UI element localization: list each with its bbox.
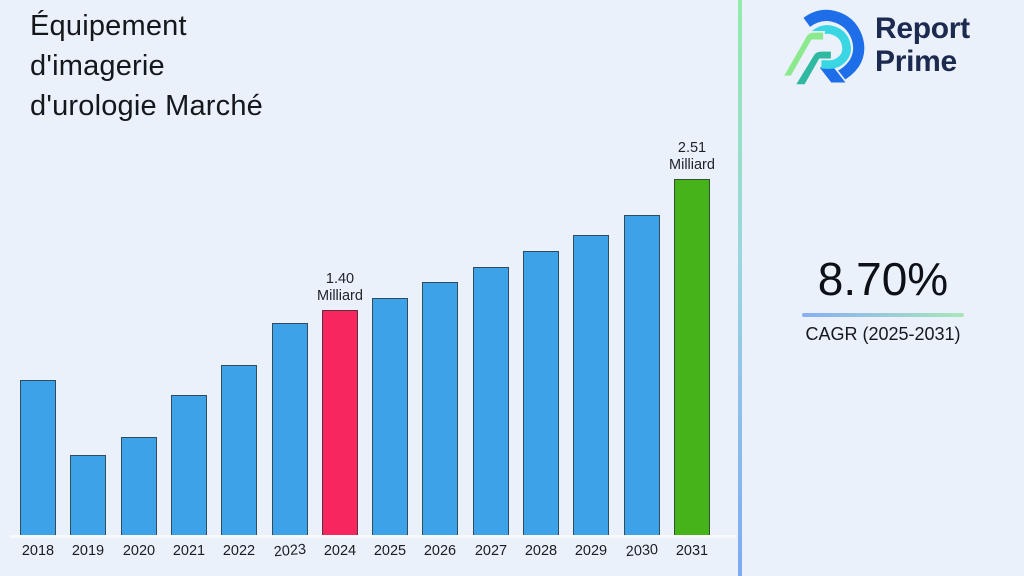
x-axis-label-2024: 2024 [323, 543, 357, 559]
bar-2022 [221, 365, 257, 536]
bar-value-label-2024: 1.40 Milliard [317, 271, 363, 304]
bar-2024 [322, 310, 358, 536]
x-axis-label-2020: 2020 [122, 543, 156, 559]
chart-title-line-2: d'imagerie [30, 50, 165, 82]
bar-2018 [20, 380, 56, 536]
cagr-label: CAGR (2025-2031) [805, 324, 961, 344]
bar-2031 [674, 179, 710, 536]
chart-title: Équipement d'imagerie d'urologie Marché [30, 6, 263, 126]
bar-2019 [70, 455, 106, 536]
report-prime-wordmark: Report Prime [875, 8, 970, 78]
bar-2027 [473, 267, 509, 536]
report-prime-logo: Report Prime [781, 8, 970, 90]
chart-title-line-3: d'urologie Marché [30, 90, 264, 122]
bar-chart: 2018 2019 2020 2021 2022 2023 2024 2025 2026 2027… [20, 140, 715, 560]
bar-2021 [171, 395, 207, 536]
x-axis-label-2025: 2025 [373, 543, 407, 559]
x-axis-label-2021: 2021 [172, 543, 206, 559]
logo-word-prime: Prime [875, 45, 957, 78]
x-axis-label-2031: 2031 [675, 543, 709, 559]
x-axis-line [10, 535, 736, 538]
bar-2029 [573, 235, 609, 536]
x-axis-label-2028: 2028 [524, 543, 558, 559]
x-axis-label-2022: 2022 [222, 543, 256, 559]
bar-2025 [372, 298, 408, 536]
bar-2023 [272, 323, 308, 536]
logo-word-report: Report [875, 12, 970, 45]
bar-2030 [624, 215, 660, 536]
bar-2020 [121, 437, 157, 536]
bar-value-label-2031: 2.51 Milliard [669, 140, 715, 173]
bar-2028 [523, 251, 559, 536]
bar-2026 [422, 282, 458, 536]
report-prime-logo-icon [781, 9, 865, 86]
chart-title-line-1: Équipement [30, 10, 187, 42]
cagr-block: 8.70% CAGR (2025-2031) [793, 252, 973, 345]
gradient-underline [802, 313, 964, 317]
cagr-value: 8.70% [817, 253, 949, 305]
x-axis-label-2029: 2029 [574, 543, 608, 559]
x-axis-label-2019: 2019 [71, 543, 105, 559]
panel-divider [738, 0, 742, 576]
x-axis-label-2026: 2026 [423, 543, 457, 559]
x-axis-label-2027: 2027 [474, 543, 508, 559]
x-axis-label-2018: 2018 [21, 543, 55, 559]
